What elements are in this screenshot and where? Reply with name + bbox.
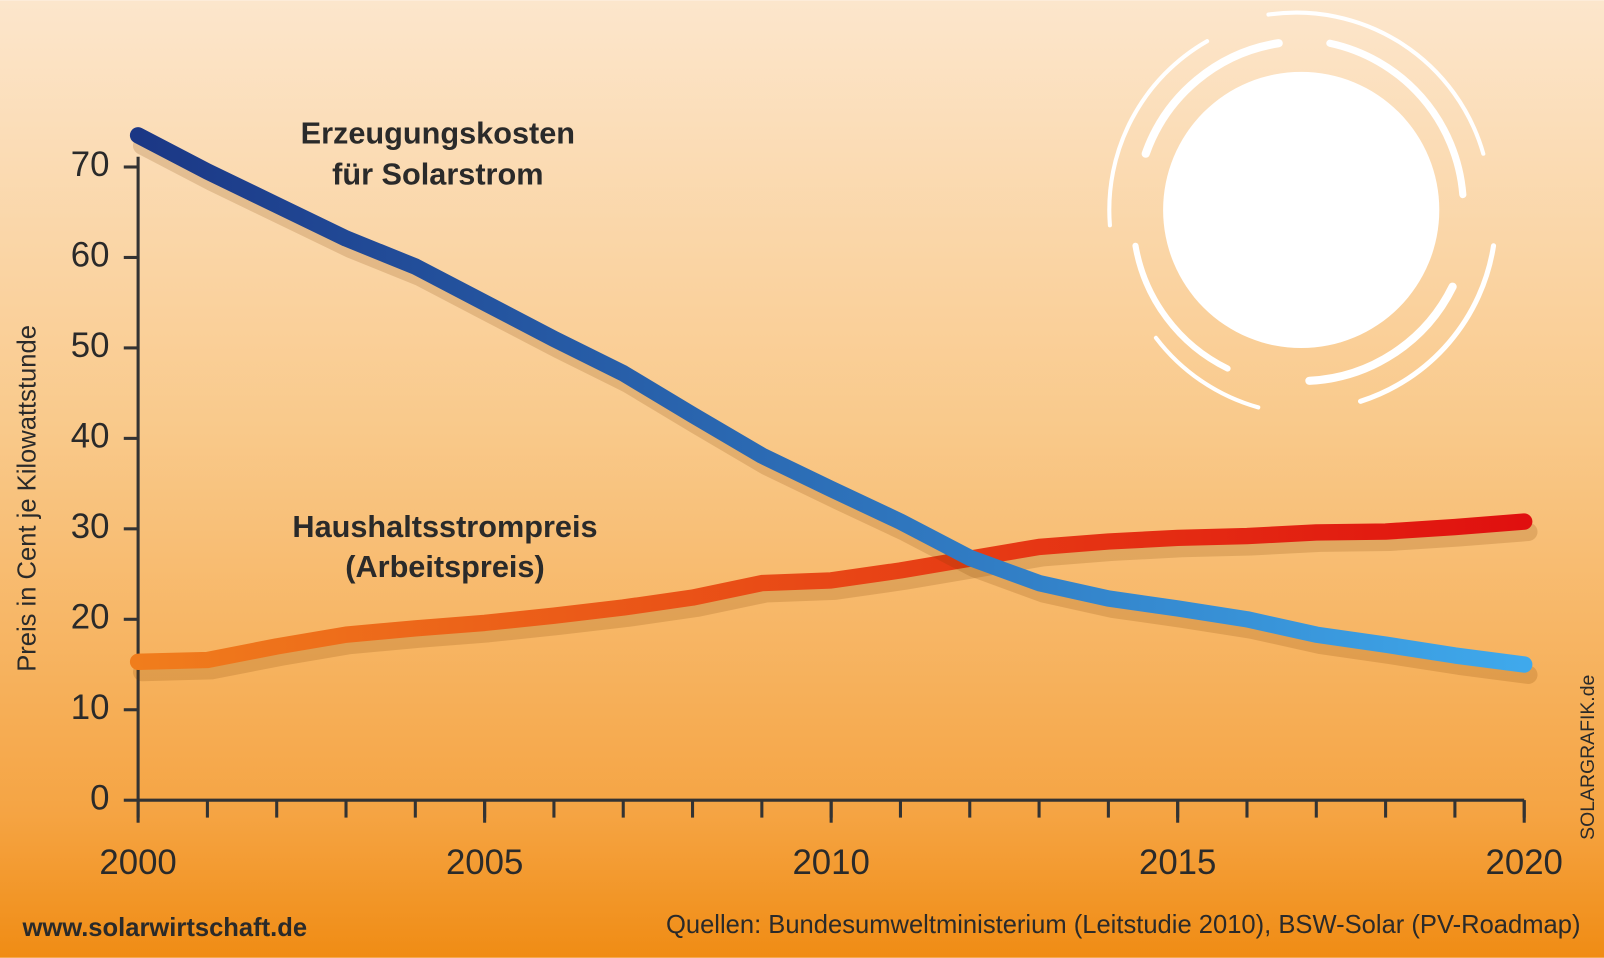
watermark: SOLARGRAFIK.de	[1577, 675, 1599, 840]
annotation: (Arbeitspreis)	[345, 549, 544, 584]
x-tick-label: 2015	[1139, 844, 1216, 882]
y-tick-label: 10	[71, 689, 110, 727]
annotation: für Solarstrom	[332, 156, 543, 191]
y-tick-label: 0	[90, 779, 109, 817]
website: www.solarwirtschaft.de	[22, 914, 308, 942]
y-tick-label: 40	[71, 418, 110, 456]
source: Quellen: Bundesumweltministerium (Leitst…	[666, 911, 1581, 939]
y-tick-label: 30	[71, 508, 110, 546]
x-tick-label: 2005	[446, 844, 523, 882]
annotation: Haushaltsstrompreis	[292, 509, 597, 544]
annotation: Erzeugungskosten	[301, 115, 575, 150]
y-axis-label: Preis in Cent je Kilowattstunde	[13, 325, 41, 672]
x-tick-label: 2010	[792, 844, 869, 882]
y-tick-label: 50	[71, 327, 110, 365]
y-tick-label: 20	[71, 598, 110, 636]
x-tick-label: 2020	[1486, 844, 1563, 882]
chart: Erzeugungskosten für Solarstrom Haushalt…	[0, 0, 1604, 958]
page: {"chart_data": { "type": "line", "annota…	[0, 0, 1604, 958]
x-tick-label: 2000	[99, 844, 176, 882]
y-tick-label: 70	[71, 146, 110, 184]
y-tick-label: 60	[71, 237, 110, 275]
